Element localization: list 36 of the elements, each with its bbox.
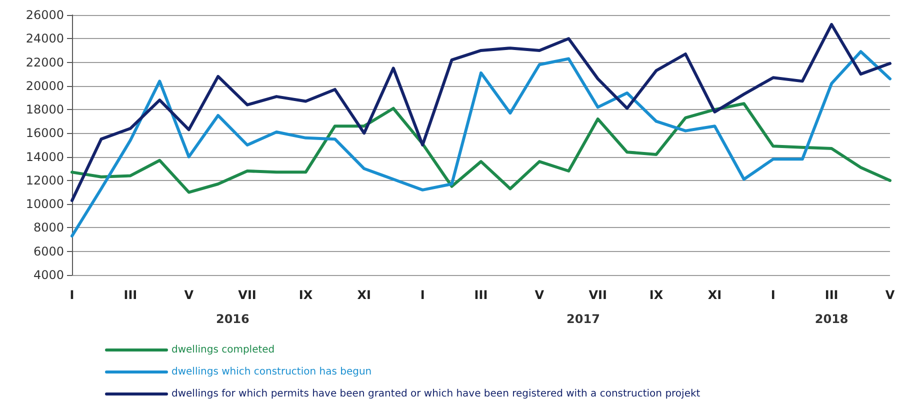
text: dwellings which construction has begun [172, 366, 372, 378]
x-tick-label: XI [708, 288, 722, 302]
text: 2018 [814, 312, 848, 326]
line-series [70, 50, 892, 238]
x-tick-label: VII [238, 288, 256, 302]
x-tick-label: III [124, 288, 138, 302]
y-tick-label: 6000 [33, 244, 64, 258]
line-series [70, 102, 892, 194]
y-tick-label: 22000 [26, 55, 64, 70]
y-tick-label: 18000 [26, 102, 64, 117]
x-tick-label: V [885, 288, 896, 302]
line-series [70, 22, 892, 202]
text: 2017 [566, 312, 600, 326]
x-tick-label: III [824, 288, 838, 302]
x-tick-label: VII [588, 288, 607, 302]
y-tick-label: 24000 [26, 32, 64, 46]
text: dwellings for which permits have been granted or which have been registered with a construction projekt [172, 388, 700, 400]
x-tick-label: IX [649, 288, 664, 302]
y-tick-label: 14000 [26, 150, 64, 164]
y-tick-label: 10000 [26, 197, 64, 212]
x-tick-label: I [420, 288, 425, 302]
text: dwellings completed [172, 344, 275, 356]
x-tick-label: V [184, 288, 194, 302]
x-tick-label: XI [357, 288, 371, 302]
x-tick-label: I [770, 288, 776, 302]
text: 2016 [216, 312, 250, 326]
x-tick-label: I [70, 288, 74, 302]
y-tick-label: 20000 [26, 78, 64, 93]
x-tick-label: V [534, 288, 545, 302]
y-tick-label: 12000 [26, 173, 64, 188]
x-tick-label: III [474, 288, 488, 302]
y-tick-label: 16000 [26, 126, 64, 140]
x-tick-label: IX [298, 288, 314, 302]
y-tick-label: 26000 [26, 8, 64, 22]
y-tick-label: 4000 [33, 268, 64, 282]
y-tick-label: 8000 [33, 220, 64, 235]
